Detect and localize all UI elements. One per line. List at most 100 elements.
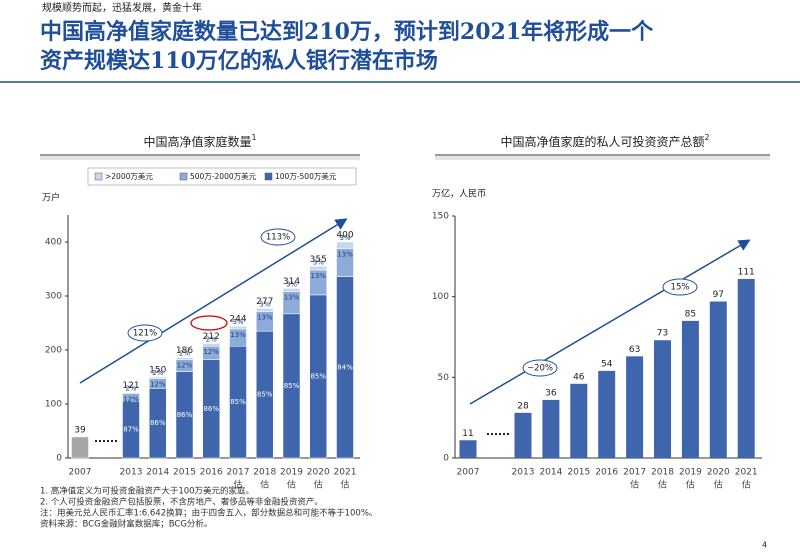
growth-label: 15%	[671, 283, 690, 293]
total-label: 186	[176, 346, 193, 356]
value-label: 97	[713, 290, 724, 300]
bar	[542, 399, 560, 458]
growth-bubble	[260, 228, 296, 246]
share-label: 12%	[123, 396, 139, 404]
share-label: 85%	[284, 382, 300, 390]
page-number: 4	[762, 541, 767, 550]
value-label: 28	[517, 401, 529, 411]
y-tick-label: 400	[45, 238, 62, 248]
total-label: 121	[122, 381, 139, 391]
bar	[737, 278, 755, 458]
x-tick-label: 2007	[69, 468, 92, 478]
y-tick-label: 0	[443, 454, 449, 464]
share-label: 3%	[232, 318, 243, 326]
x-tick-label: 2019	[679, 468, 702, 478]
share-label: 87%	[123, 426, 139, 434]
estimate-label: 估	[658, 479, 667, 491]
share-label: 3%	[339, 234, 350, 242]
x-tick-label: 2021	[334, 468, 357, 478]
bar-segment	[309, 266, 327, 271]
y-axis-label: 万户	[42, 192, 60, 204]
x-tick-label: 2015	[567, 468, 590, 478]
footnote: 2. 个人可投资金融资产包括股票，不含房地产、奢侈品等非金融投资资产。	[40, 497, 323, 508]
share-label: 3%	[286, 280, 297, 288]
value-label: 63	[629, 345, 640, 355]
kicker: 规模顺势而起，迅猛发展，黄金十年	[42, 1, 202, 14]
share-label: 2%	[125, 385, 136, 393]
value-label: 36	[545, 388, 557, 398]
share-label: 2%	[152, 369, 163, 377]
share-label: 12%	[203, 348, 219, 356]
legend-label: 500万-2000万美元	[190, 171, 257, 181]
share-label: 12%	[177, 362, 193, 370]
x-tick-label: 2019	[280, 468, 303, 478]
value-label: 54	[601, 359, 613, 369]
estimate-label: 估	[287, 479, 296, 491]
total-label: 244	[229, 315, 246, 325]
bar-segment	[122, 392, 140, 394]
footnote: 资料来源：BCG金融财富数据库；BCG分析。	[40, 519, 212, 530]
total-label: 150	[149, 366, 166, 376]
share-label: 2%	[179, 350, 190, 358]
value-label: 85	[685, 309, 696, 319]
share-label: 13%	[284, 294, 300, 302]
x-tick-label: 2016	[595, 468, 618, 478]
bar-segment	[175, 357, 194, 360]
title-line: 中国高净值家庭数量已达到210万，预计到2021年将形成一个	[40, 19, 654, 45]
y-tick-label: 100	[45, 400, 62, 410]
bar	[709, 301, 727, 458]
title-band	[435, 156, 770, 160]
bar-segment	[149, 376, 167, 379]
bar	[654, 340, 671, 458]
share-label: 86%	[177, 411, 193, 419]
y-axis-label: 万亿，人民币	[432, 188, 486, 200]
total-label: 277	[256, 297, 273, 307]
trend-arrow	[79, 218, 348, 384]
total-label: 212	[203, 332, 220, 342]
share-label: 13%	[310, 272, 326, 280]
share-label: 3%	[259, 300, 270, 308]
value-label: 46	[573, 372, 585, 382]
x-tick-label: 2020	[707, 468, 730, 478]
estimate-label: 估	[742, 479, 751, 491]
x-tick-label: 2015	[173, 468, 196, 478]
x-tick-label: 2017	[623, 468, 646, 478]
share-label: 85%	[230, 398, 246, 406]
estimate-label: 估	[340, 479, 349, 491]
y-tick-label: 200	[45, 346, 62, 356]
share-label: 86%	[203, 405, 219, 413]
growth-bubble	[127, 324, 163, 342]
x-tick-label: 2021	[735, 468, 758, 478]
legend-swatch	[264, 172, 273, 181]
bar-segment	[256, 308, 274, 312]
y-tick-label: 100	[432, 292, 449, 302]
bar	[514, 412, 532, 458]
x-tick-label: 2013	[120, 468, 143, 478]
total-label: 355	[310, 255, 327, 265]
x-tick-label: 2014	[146, 468, 169, 478]
share-label: 12%	[150, 381, 166, 389]
legend-swatch	[94, 172, 103, 181]
x-tick-label: 2018	[651, 468, 674, 478]
x-tick-label: 2016	[200, 468, 223, 478]
bar	[459, 440, 477, 458]
estimate-label: 估	[714, 479, 723, 491]
bar	[681, 320, 699, 458]
x-tick-label: 2017	[227, 468, 250, 478]
estimate-label: 估	[233, 479, 242, 491]
share-label: 3%	[313, 258, 324, 266]
total-label: 400	[336, 231, 353, 241]
share-label: 13%	[337, 250, 353, 258]
bar	[598, 370, 616, 458]
share-label: 84%	[337, 363, 353, 371]
highlight-circle	[190, 315, 228, 331]
footnote: 注：用美元兑人民币汇率1:6.642换算；由于四舍五入，部分数据总和可能不等于1…	[40, 508, 377, 519]
share-label: 2%	[206, 336, 217, 344]
bar-segment	[71, 436, 89, 459]
bar-segment	[202, 343, 220, 347]
estimate-label: 估	[314, 479, 323, 491]
estimate-label: 估	[260, 479, 269, 491]
total-label: 314	[283, 277, 300, 287]
share-label: 85%	[257, 391, 273, 399]
